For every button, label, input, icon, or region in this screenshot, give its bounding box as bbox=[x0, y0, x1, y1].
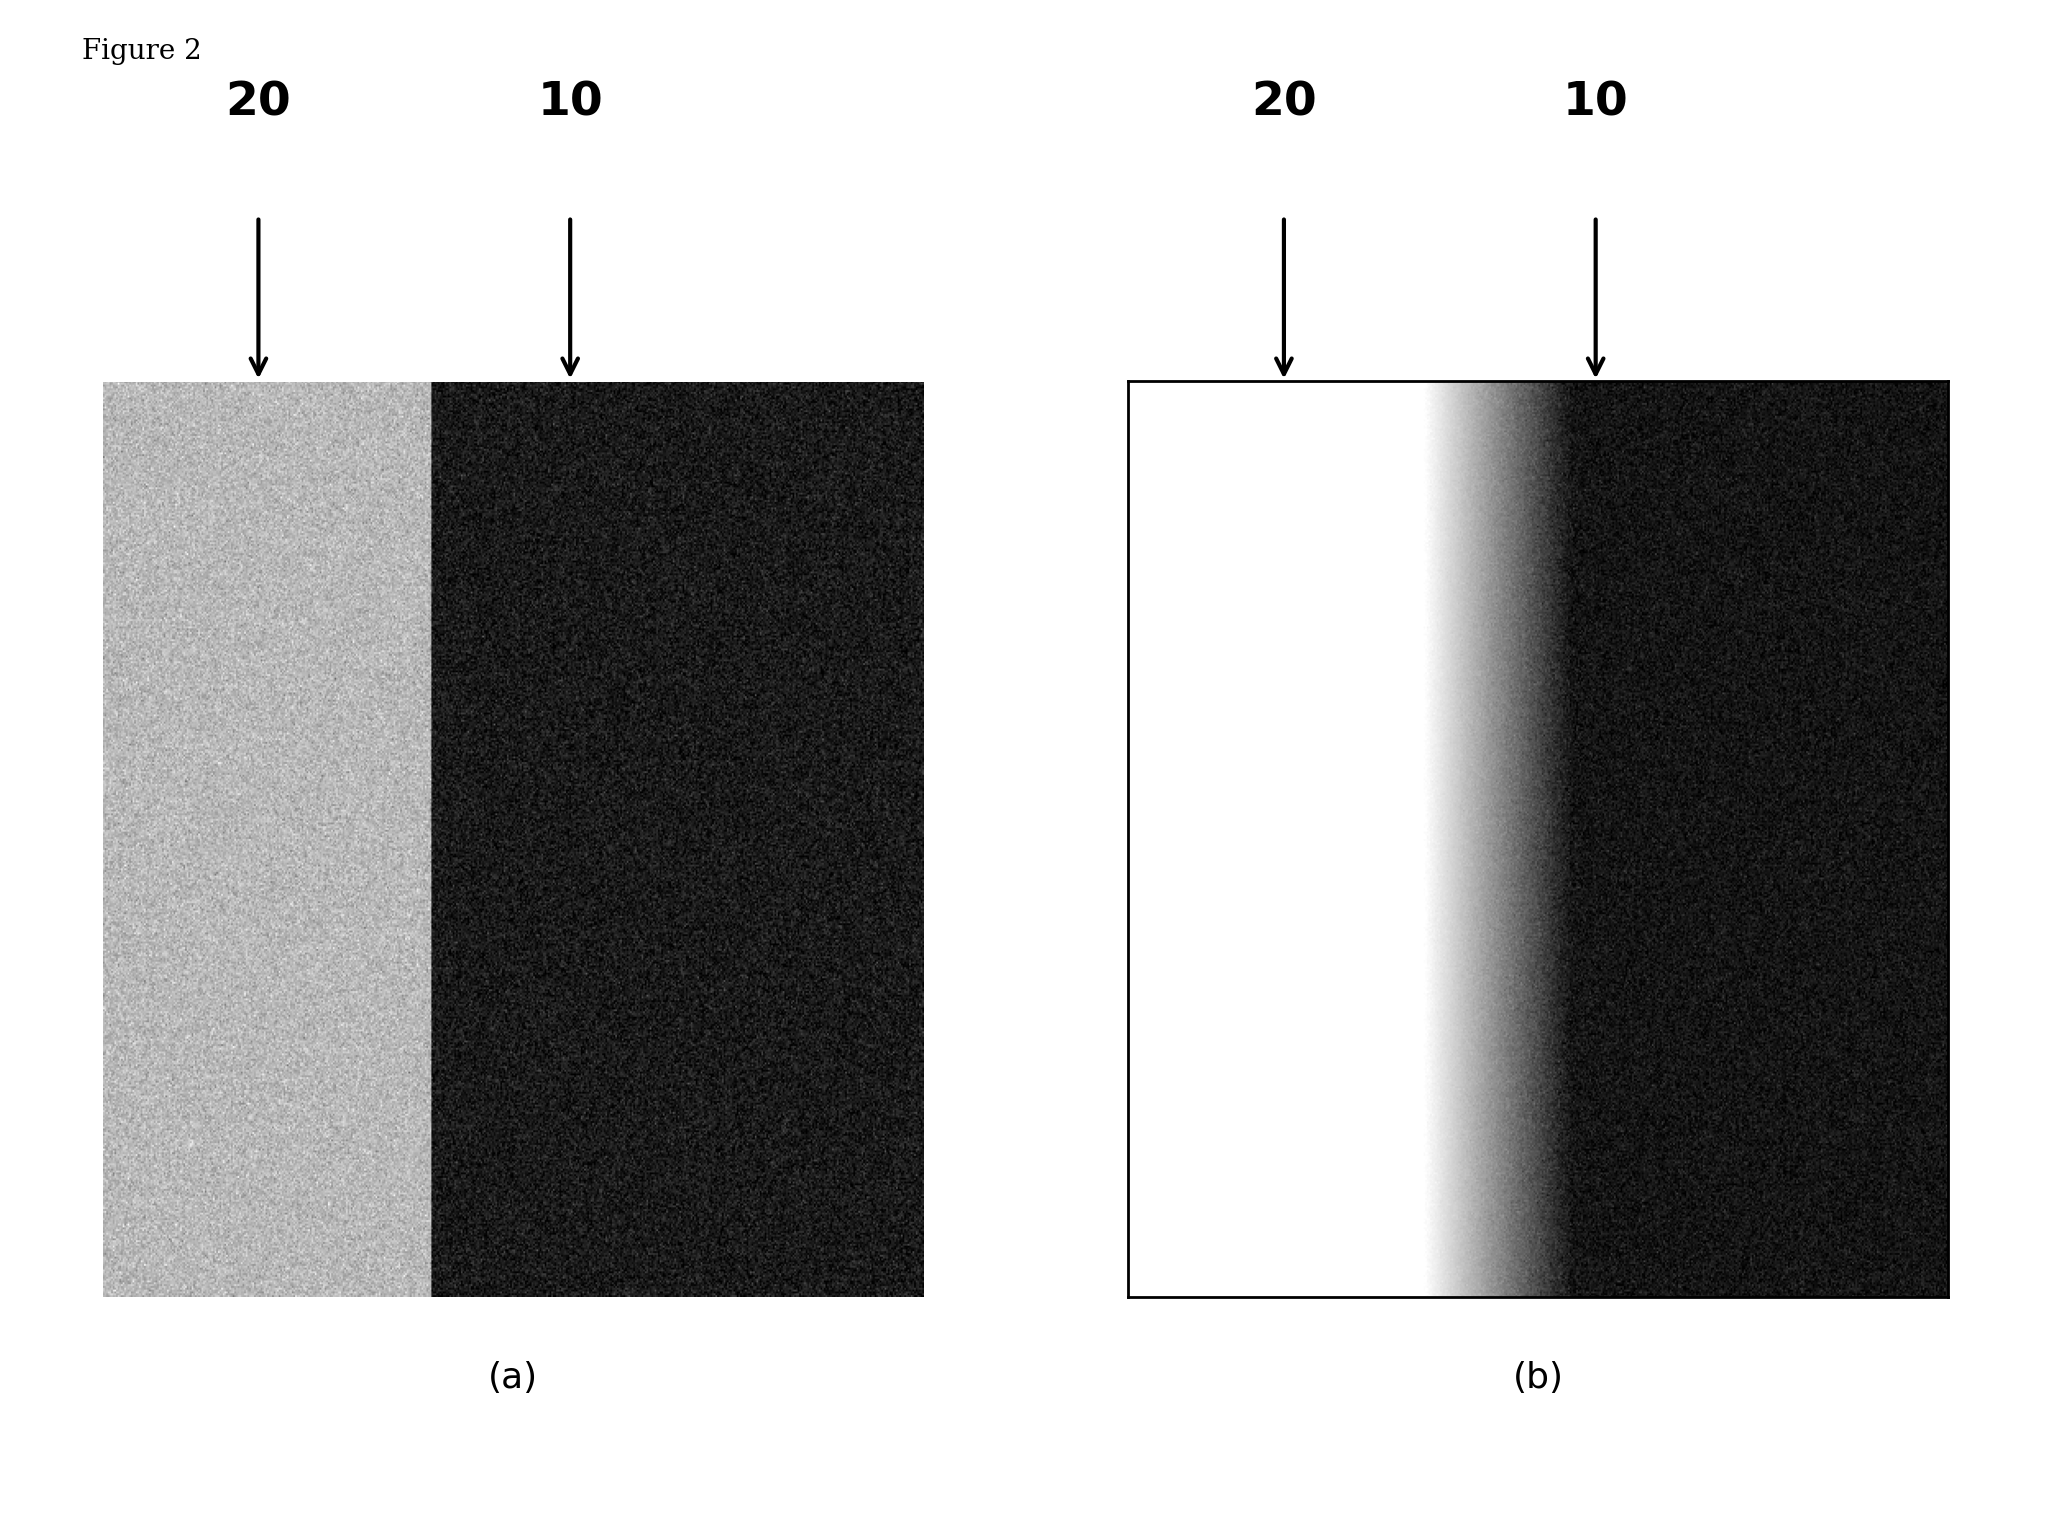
Text: (b): (b) bbox=[1514, 1361, 1563, 1395]
Text: 20: 20 bbox=[1251, 81, 1317, 125]
Text: 10: 10 bbox=[537, 81, 603, 125]
Text: 20: 20 bbox=[226, 81, 291, 125]
Text: (a): (a) bbox=[488, 1361, 537, 1395]
Text: Figure 2: Figure 2 bbox=[82, 38, 201, 66]
Text: 10: 10 bbox=[1563, 81, 1628, 125]
